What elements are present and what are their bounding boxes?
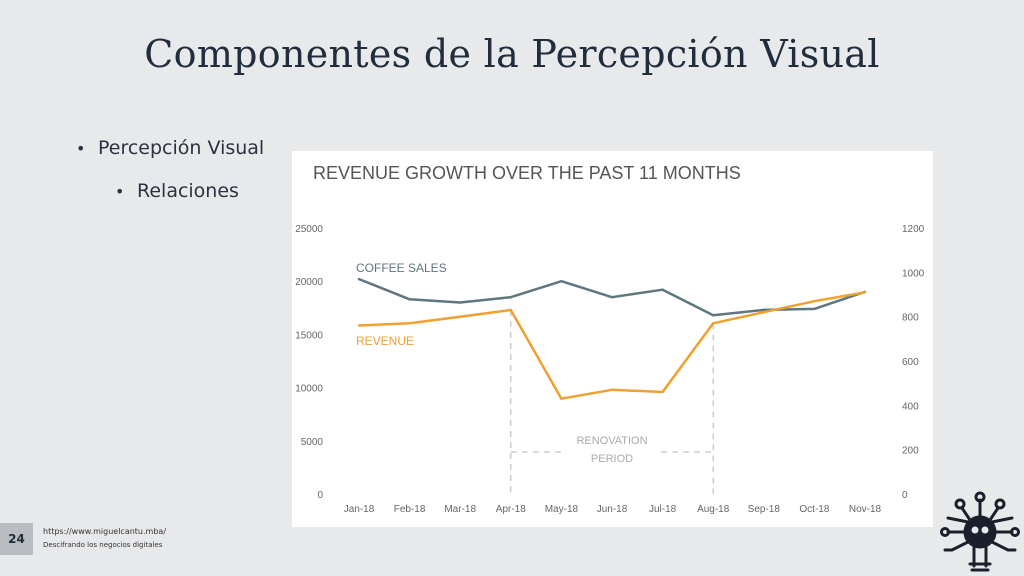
data-point xyxy=(357,324,361,327)
data-point xyxy=(408,298,411,301)
x-tick-label: Jun-18 xyxy=(597,504,628,515)
bullet-dot: • xyxy=(76,139,86,158)
x-tick-label: Apr-18 xyxy=(496,504,526,515)
data-point xyxy=(712,322,715,325)
y-right-tick-label: 1000 xyxy=(902,268,925,279)
data-point xyxy=(509,308,512,312)
x-tick-label: Jan-18 xyxy=(344,504,375,515)
revenue-chart: REVENUE GROWTH OVER THE PAST 11 MONTHS 0 5… xyxy=(292,151,933,527)
y-right-tick-label: 800 xyxy=(902,313,919,324)
x-tick-label: Oct-18 xyxy=(799,504,829,515)
data-point xyxy=(357,277,361,281)
data-point xyxy=(560,397,563,400)
y-right-tick-label: 600 xyxy=(902,357,919,368)
annotation-label-line1: RENOVATION xyxy=(576,435,647,447)
x-tick-label: Jul-18 xyxy=(649,504,677,515)
x-tick-label: Mar-18 xyxy=(444,504,476,515)
data-point xyxy=(560,280,563,283)
series-label-coffee-sales: COFFEE SALES xyxy=(356,261,447,275)
y-left-tick-label: 5000 xyxy=(301,437,324,448)
y-left-tick-label: 25000 xyxy=(295,224,323,235)
page-number: 24 xyxy=(0,523,33,555)
data-point xyxy=(813,307,816,311)
y-left-tick-label: 10000 xyxy=(295,384,323,395)
bullet-text: Relaciones xyxy=(137,180,239,202)
data-point xyxy=(408,322,411,325)
y-left-tick-label: 15000 xyxy=(295,330,323,341)
y-right-tick-label: 200 xyxy=(902,446,919,457)
x-tick-label: May-18 xyxy=(545,504,579,515)
brain-circuit-icon xyxy=(940,491,1020,572)
x-tick-label: Nov-18 xyxy=(849,504,882,515)
annotation-label-line2: PERIOD xyxy=(591,453,633,465)
chart-svg: REVENUE GROWTH OVER THE PAST 11 MONTHS 0 5… xyxy=(295,163,925,515)
bullet-dot: • xyxy=(115,182,125,201)
bullet-text: Percepción Visual xyxy=(98,137,265,159)
data-point xyxy=(610,388,614,392)
footer-tagline: Descifrando los negocios digitales xyxy=(43,541,163,549)
series-label-revenue: REVENUE xyxy=(356,334,414,348)
data-point xyxy=(610,295,614,299)
data-point xyxy=(762,308,765,312)
x-tick-label: Sep-18 xyxy=(748,504,781,515)
y-left-tick-label: 20000 xyxy=(295,277,323,288)
data-point xyxy=(509,295,512,299)
x-tick-label: Feb-18 xyxy=(394,504,426,515)
data-point xyxy=(459,315,462,318)
data-point xyxy=(762,311,765,314)
y-right-tick-label: 400 xyxy=(902,401,919,412)
y-right-tick-label: 0 xyxy=(902,490,908,501)
data-point xyxy=(712,314,715,317)
data-point xyxy=(863,291,867,294)
y-right-tick-label: 1200 xyxy=(902,224,925,235)
data-point xyxy=(459,301,462,304)
x-tick-label: Aug-18 xyxy=(697,504,730,515)
footer-url[interactable]: https://www.miguelcantu.mba/ xyxy=(43,527,167,536)
bullet-relaciones: • Relaciones xyxy=(115,180,239,202)
data-point xyxy=(661,390,664,394)
chart-title: REVENUE GROWTH OVER THE PAST 11 MONTHS xyxy=(313,163,741,183)
data-point xyxy=(813,299,816,303)
bullet-percepcion-visual: • Percepción Visual xyxy=(76,137,264,159)
data-point xyxy=(661,288,664,291)
slide-title: Componentes de la Percepción Visual xyxy=(144,32,880,76)
y-left-tick-label: 0 xyxy=(317,490,323,501)
